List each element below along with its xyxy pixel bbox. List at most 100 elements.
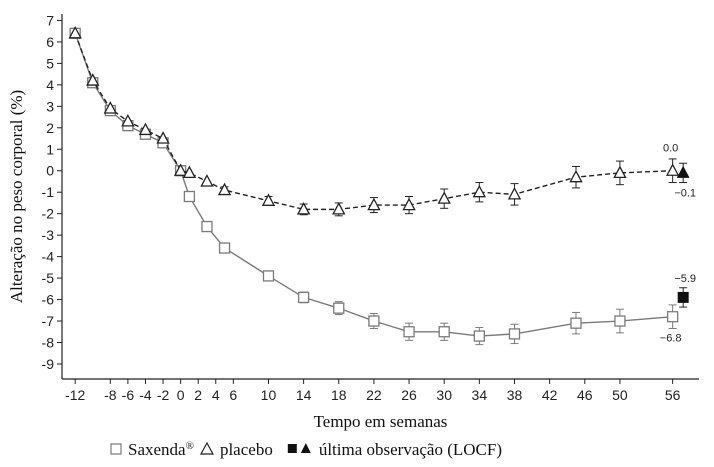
legend-label: placebo xyxy=(220,440,273,459)
y-tick-label: -9 xyxy=(42,356,55,372)
data-point xyxy=(438,326,450,338)
legend-sup: ® xyxy=(186,440,194,452)
x-tick-label: 6 xyxy=(229,387,237,403)
data-point xyxy=(261,193,276,206)
data-point xyxy=(473,330,485,342)
y-tick-label: -2 xyxy=(42,206,55,222)
data-point xyxy=(437,191,451,204)
data-point xyxy=(156,131,170,144)
data-point xyxy=(296,202,311,215)
legend-symbol xyxy=(110,443,122,455)
legend-item: placebo xyxy=(199,440,273,459)
x-tick-label: 14 xyxy=(296,387,312,403)
y-tick-label: 6 xyxy=(46,34,54,50)
legend-item: última observação (LOCF) xyxy=(287,440,502,459)
x-tick-label: 42 xyxy=(542,387,558,403)
data-point xyxy=(570,317,582,329)
y-tick-label: 4 xyxy=(46,77,54,93)
y-tick-label: -8 xyxy=(42,335,55,351)
data-point xyxy=(68,25,82,39)
series-line xyxy=(74,33,673,337)
data-point xyxy=(183,190,196,203)
data-point xyxy=(173,163,188,176)
data-point xyxy=(218,242,231,254)
x-tick-label: 2 xyxy=(194,387,202,403)
x-tick-label: 56 xyxy=(665,387,681,403)
legend-label: Saxenda® xyxy=(128,440,194,459)
annotations-layer: −5.9 −0.1 0.0 −6.8 xyxy=(660,143,696,345)
data-point xyxy=(403,326,415,338)
y-tick-label: 7 xyxy=(46,12,54,28)
y-tick-label: -5 xyxy=(42,270,55,286)
data-point xyxy=(665,163,680,176)
x-tick-label: 50 xyxy=(612,387,628,403)
x-tick-label: 30 xyxy=(436,387,452,403)
data-point xyxy=(200,174,214,187)
data-point xyxy=(103,101,118,114)
data-point xyxy=(614,315,626,327)
legend-item: Saxenda® xyxy=(110,440,194,459)
data-point xyxy=(402,197,416,211)
series-locf xyxy=(676,162,690,308)
x-axis-title: Tempo em semanas xyxy=(314,412,448,431)
data-point xyxy=(86,73,100,86)
x-tick-label: 10 xyxy=(261,387,277,403)
legend-label: última observação (LOCF) xyxy=(319,440,502,459)
legend-symbol xyxy=(199,441,214,455)
data-point xyxy=(121,113,135,127)
x-tick-label: -8 xyxy=(104,387,117,403)
y-tick-label: 0 xyxy=(46,163,54,179)
data-point xyxy=(472,184,487,198)
data-point xyxy=(138,122,153,136)
x-tick-label: -2 xyxy=(157,387,170,403)
y-tick-label: -7 xyxy=(42,313,55,329)
y-tick-label: 5 xyxy=(46,55,54,71)
x-tick-label: 22 xyxy=(366,387,382,403)
data-point xyxy=(367,197,381,211)
data-point xyxy=(333,302,345,314)
x-tick-label: 46 xyxy=(577,387,593,403)
data-point xyxy=(569,169,583,183)
y-tick-label: -3 xyxy=(42,227,55,243)
data-label: −6.8 xyxy=(660,333,682,345)
series-saxenda xyxy=(69,27,679,346)
data-point xyxy=(666,311,679,323)
x-tick-label: 18 xyxy=(331,387,347,403)
data-label: 0.0 xyxy=(663,143,678,155)
legend-symbol xyxy=(287,444,297,453)
y-axis-title: Alteração no peso corporal (%) xyxy=(7,90,26,303)
x-tick-label: -4 xyxy=(139,387,152,403)
x-tick-label: 38 xyxy=(507,387,523,403)
legend: Saxenda® placebo última observação (LOCF) xyxy=(110,440,502,459)
locf-point xyxy=(676,165,690,178)
y-tick-label: -6 xyxy=(42,292,55,308)
x-tick-label: 34 xyxy=(472,387,488,403)
data-point xyxy=(182,165,197,179)
data-point xyxy=(332,202,346,215)
data-label: −0.1 xyxy=(674,188,696,200)
locf-point xyxy=(677,291,689,303)
series-placebo xyxy=(68,25,680,217)
x-tick-label: 0 xyxy=(177,387,185,403)
data-point xyxy=(262,270,275,282)
x-tick-label: 26 xyxy=(401,387,417,403)
data-point xyxy=(201,220,213,233)
data-point xyxy=(217,182,232,196)
series-layer xyxy=(68,25,690,346)
y-tick-label: 3 xyxy=(46,98,54,114)
x-tick-label: 4 xyxy=(212,387,220,403)
data-point xyxy=(613,165,627,179)
data-point xyxy=(508,328,521,340)
x-tick-label: -6 xyxy=(122,387,135,403)
y-tick-label: -1 xyxy=(42,184,55,200)
data-point xyxy=(507,186,522,200)
y-tick-label: 1 xyxy=(46,141,54,157)
data-label: −5.9 xyxy=(674,273,696,285)
y-tick-label: -4 xyxy=(42,249,55,265)
legend-symbol xyxy=(300,443,311,453)
data-point xyxy=(297,291,310,304)
series-line xyxy=(74,33,673,211)
x-tick-label: -12 xyxy=(65,387,85,403)
